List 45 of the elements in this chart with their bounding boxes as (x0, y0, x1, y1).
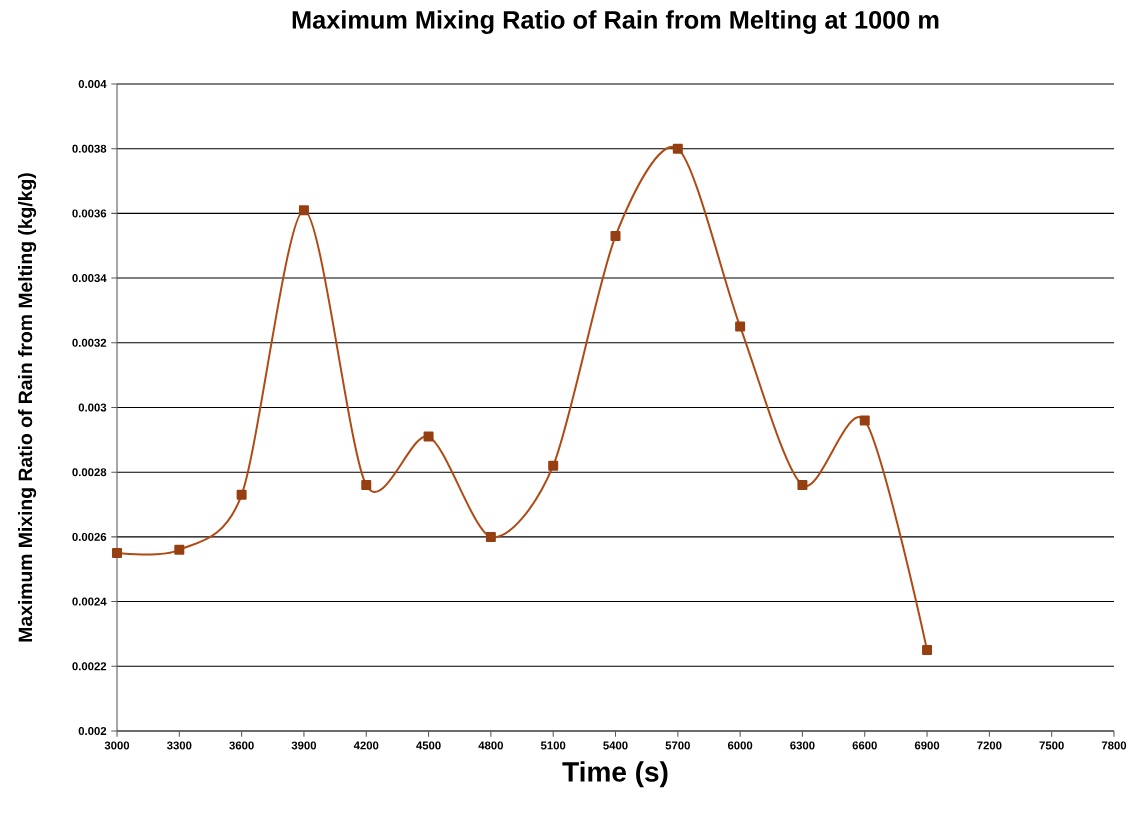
point (423, 431, 434, 442)
point (797, 480, 808, 491)
x-tick-label: 4500 (416, 741, 441, 750)
y-tick-label: 0.003 (78, 403, 107, 412)
y-tick-label: 0.0038 (72, 144, 107, 153)
point (361, 480, 372, 491)
x-tick-label: 6300 (790, 741, 815, 750)
point (672, 143, 683, 154)
chart-title: Maximum Mixing Ratio of Rain from Melting at 1000 m (292, 10, 939, 34)
x-tick-label: 7200 (977, 741, 1002, 750)
x-axis-title: Time (s) (562, 761, 668, 788)
point (610, 231, 621, 242)
x-tick-label: 4800 (478, 741, 504, 750)
x-tick-label: 7500 (1039, 741, 1064, 750)
x-tick-label: 3000 (104, 741, 130, 750)
x-tick-label: 5100 (540, 741, 566, 750)
point (485, 531, 496, 542)
x-tick-label: 5700 (665, 741, 690, 750)
x-tick-label: 3600 (229, 741, 254, 750)
x-tick-label: 6600 (852, 741, 877, 750)
y-axis-title: Maximum Mixing Ratio of Rain from Melting (kg/kg) (18, 173, 37, 642)
y-tick-label: 0.0034 (72, 274, 107, 283)
point (548, 460, 559, 471)
point (236, 489, 247, 500)
x-tick-label: 7800 (1101, 741, 1127, 750)
y-tick-label: 0.0024 (72, 597, 107, 606)
x-tick-label: 6000 (727, 741, 753, 750)
y-tick-label: 0.0022 (72, 662, 107, 671)
y-tick-label: 0.0032 (72, 338, 107, 347)
x-tick-label: 5400 (603, 741, 628, 750)
point (174, 544, 185, 555)
x-tick-label: 4200 (353, 741, 379, 750)
y-tick-label: 0.0026 (72, 532, 107, 541)
y-tick-label: 0.0036 (72, 209, 107, 218)
y-tick-label: 0.004 (78, 79, 107, 88)
x-tick-label: 3900 (291, 741, 317, 750)
x-tick-label: 3300 (166, 741, 192, 750)
point (859, 415, 870, 426)
y-tick-label: 0.002 (78, 726, 107, 735)
x-tick-label: 6900 (914, 741, 940, 750)
point (735, 321, 746, 332)
point (298, 205, 309, 216)
point (922, 645, 933, 656)
y-tick-label: 0.0028 (72, 468, 107, 477)
point (112, 548, 122, 559)
